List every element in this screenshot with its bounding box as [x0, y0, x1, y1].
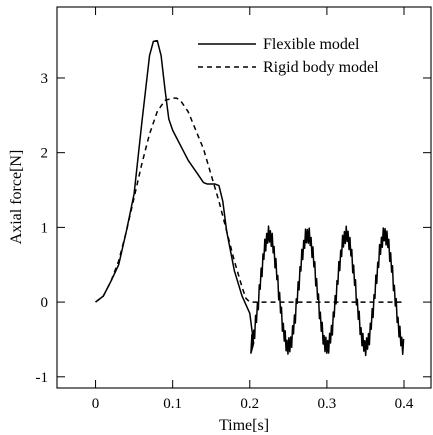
y-tick-label: -1 [36, 370, 49, 386]
y-tick-label: 2 [41, 146, 49, 162]
legend-label-flexible: Flexible model [263, 36, 360, 53]
y-tick-label: 1 [41, 220, 49, 236]
x-tick-label: 0.3 [318, 396, 337, 412]
x-tick-label: 0 [92, 396, 100, 412]
x-axis-ticks: 0 0.1 0.2 0.3 0.4 [92, 7, 414, 412]
legend: Flexible model Rigid body model [198, 36, 379, 76]
series-rigid-body-model-line [95, 97, 405, 303]
x-tick-label: 0.4 [395, 396, 414, 412]
x-tick-label: 0.2 [240, 396, 259, 412]
series-flexible-model-line [95, 39, 405, 357]
y-tick-label: 3 [41, 71, 49, 87]
plot-frame [56, 6, 432, 389]
series-layer [95, 39, 405, 357]
x-tick-label: 0.1 [163, 396, 182, 412]
x-axis-label: Time[s] [219, 417, 269, 434]
y-tick-label: 0 [41, 295, 49, 311]
y-axis-ticks: -1 0 1 2 3 [36, 71, 431, 386]
legend-label-rigid: Rigid body model [263, 59, 379, 76]
y-axis-label: Axial force[N] [8, 150, 25, 245]
